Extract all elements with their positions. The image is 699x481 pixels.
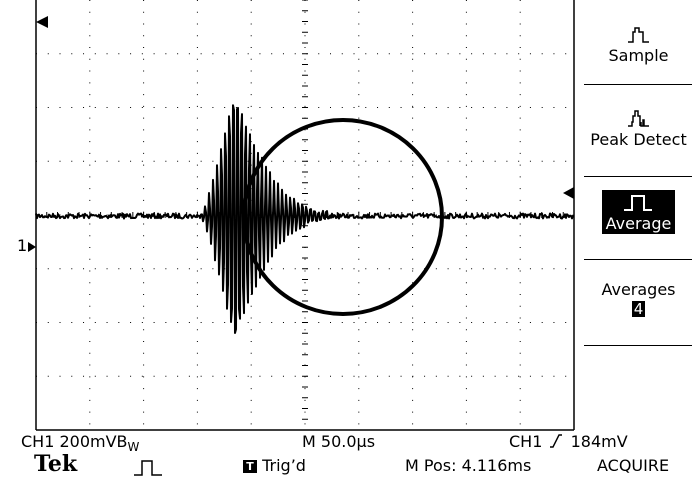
trigger-level-arrow-icon [563, 187, 574, 199]
menu-peak-detect-button[interactable]: Peak Detect [578, 108, 699, 149]
menu-separator [584, 176, 692, 177]
ch1-scale-readout: CH1 200mVBW [21, 433, 139, 456]
trigger-source: CH1 [509, 432, 543, 451]
averages-label: Averages [601, 280, 676, 299]
average-selected-box: Average [601, 190, 676, 234]
trigger-status: T Trig’d [243, 457, 306, 475]
rising-edge-icon [550, 434, 563, 448]
ch1-waveform-trace [35, 104, 575, 334]
peak-detect-label: Peak Detect [590, 130, 687, 149]
timebase-readout: M 50.0µs [302, 432, 376, 451]
m-pos-readout: M Pos: 4.116ms [405, 456, 532, 475]
annotation-circle [242, 118, 444, 316]
trigger-arrow-icon [36, 16, 48, 28]
trigger-readout: CH1 184mV [509, 433, 628, 451]
menu-separator [584, 259, 692, 260]
trigger-level: 184mV [570, 432, 628, 451]
mode-readout: ACQUIRE [597, 456, 670, 475]
peak-detect-mode-icon [627, 110, 649, 127]
menu-separator [584, 84, 692, 85]
menu-averages-button[interactable]: Averages 4 [578, 281, 699, 318]
ch1-scale-text: CH1 200mVB [21, 432, 128, 451]
averages-value: 4 [631, 300, 646, 318]
ch1-ref-marker: 1 [17, 236, 28, 255]
trig-state: Trig’d [262, 456, 306, 475]
bw-limit-mark: W [127, 440, 140, 454]
sample-mode-icon [627, 27, 649, 43]
sample-label: Sample [608, 46, 669, 65]
average-mode-icon [624, 195, 653, 211]
menu-sample-button[interactable]: Sample [578, 24, 699, 65]
ch1-ground-arrow-icon [28, 242, 36, 252]
trig-badge: T [243, 460, 257, 473]
run-stop-icon [134, 460, 162, 476]
average-label: Average [605, 214, 672, 233]
menu-average-button[interactable]: Average [578, 190, 699, 234]
tek-logo: Tek [34, 451, 78, 477]
menu-separator [584, 345, 692, 346]
